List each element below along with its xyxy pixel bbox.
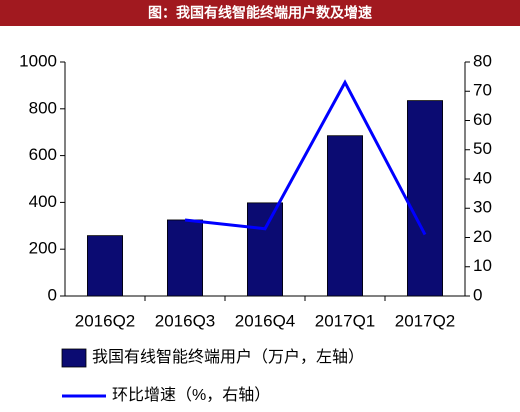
- y2-tick-label: 30: [473, 198, 492, 217]
- y-tick-label: 200: [29, 239, 57, 258]
- y2-tick-label: 0: [473, 285, 482, 304]
- y2-tick-label: 80: [473, 51, 492, 70]
- y-tick-label: 1000: [19, 51, 57, 70]
- x-tick-label: 2017Q1: [315, 311, 376, 330]
- y-tick-label: 800: [29, 98, 57, 117]
- y2-tick-label: 20: [473, 227, 492, 246]
- x-tick-label: 2016Q2: [75, 311, 136, 330]
- legend-label: 我国有线智能终端用户（万户，左轴）: [92, 348, 364, 366]
- x-tick-label: 2017Q2: [395, 311, 456, 330]
- y-tick-label: 600: [29, 145, 57, 164]
- y2-tick-label: 10: [473, 256, 492, 275]
- title-bar: [0, 0, 520, 26]
- legend-label: 环比增速（%，右轴）: [112, 386, 270, 404]
- y-tick-label: 400: [29, 192, 57, 211]
- legend-swatch: [61, 348, 87, 368]
- y2-tick-label: 70: [473, 81, 492, 100]
- x-tick-label: 2016Q4: [235, 311, 296, 330]
- chart-title: 图：我国有线智能终端用户数及增速: [148, 5, 372, 21]
- bar: [87, 235, 124, 297]
- y-tick-label: 0: [48, 285, 57, 304]
- bar: [246, 202, 283, 297]
- bar: [326, 135, 363, 297]
- bar: [406, 100, 443, 297]
- y2-tick-label: 40: [473, 168, 492, 187]
- bar: [166, 219, 203, 297]
- y2-tick-label: 60: [473, 110, 492, 129]
- y2-tick-label: 50: [473, 139, 492, 158]
- line: [184, 79, 427, 236]
- x-tick-label: 2016Q3: [155, 311, 216, 330]
